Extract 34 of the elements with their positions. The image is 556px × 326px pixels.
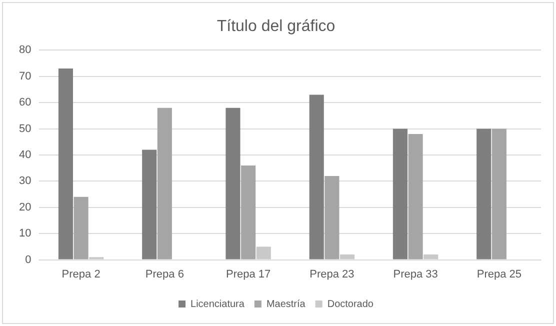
bar [58, 68, 73, 260]
bar [309, 94, 324, 260]
legend-label: Maestría [266, 298, 306, 310]
bar [408, 134, 423, 260]
bar [492, 128, 506, 260]
y-tick-label: 80 [18, 44, 32, 56]
x-tick-label: Prepa 25 [476, 268, 522, 280]
y-tick-label: 70 [18, 70, 32, 82]
y-tick-label: 60 [18, 96, 32, 109]
bar [340, 254, 355, 260]
bar [241, 165, 256, 260]
bar [157, 108, 172, 260]
x-tick-label: Prepa 33 [393, 268, 438, 280]
y-tick-label: 10 [18, 228, 32, 240]
y-tick-label: 50 [18, 122, 32, 135]
bar [424, 254, 438, 260]
chart-title: Título del gráfico [216, 18, 336, 36]
y-tick-label: 20 [18, 201, 32, 214]
x-tick-label: Prepa 17 [226, 268, 271, 280]
bar [392, 128, 408, 260]
bar [74, 196, 88, 260]
bar [142, 150, 157, 260]
x-tick-label: Prepa 2 [62, 268, 100, 280]
bar [256, 246, 271, 260]
bar [324, 176, 340, 260]
x-tick-label: Prepa 6 [145, 268, 184, 280]
bar [226, 108, 240, 260]
legend-label: Licenciatura [190, 298, 245, 310]
legend-label: Doctorado [327, 298, 374, 310]
y-tick-label: 40 [18, 149, 32, 162]
x-tick-label: Prepa 23 [310, 268, 354, 280]
y-tick-label: 30 [18, 175, 32, 188]
y-tick-label: 0 [25, 254, 32, 266]
bar [476, 128, 492, 260]
